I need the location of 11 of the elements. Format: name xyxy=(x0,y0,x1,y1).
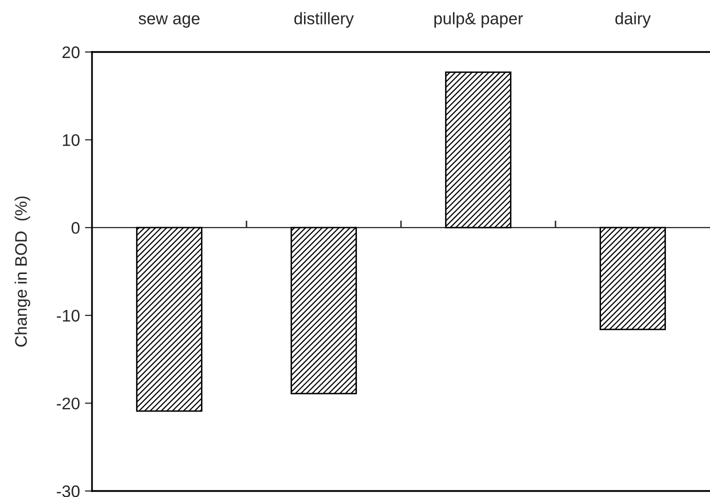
y-tick-label: -30 xyxy=(56,485,80,497)
x-tick-label: pulp& paper xyxy=(434,12,523,28)
x-tick-label: distillery xyxy=(294,12,354,28)
y-tick-label: 10 xyxy=(62,134,80,146)
y-tick-label: -10 xyxy=(56,310,80,322)
x-tick-label: dairy xyxy=(615,12,651,28)
y-tick-label: 20 xyxy=(62,46,80,58)
y-axis-title: Change in BOD (%) xyxy=(14,196,30,347)
y-tick-label: 0 xyxy=(72,222,80,234)
x-tick-label: sew age xyxy=(138,15,200,28)
y-tick-label: -20 xyxy=(56,398,80,410)
